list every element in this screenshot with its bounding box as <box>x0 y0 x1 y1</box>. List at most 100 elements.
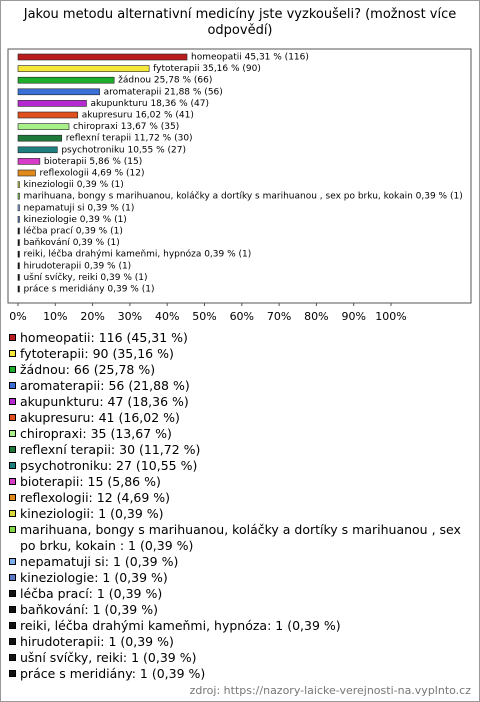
legend-item: akupresuru: 41 (16,02 %) <box>9 410 464 426</box>
legend-swatch <box>9 590 16 597</box>
legend-item: ušní svíčky, reiki: 1 (0,39 %) <box>9 650 464 666</box>
bar <box>17 250 20 258</box>
legend-item: marihuana, bongy s marihuanou, koláčky a… <box>9 522 464 554</box>
bar-label: nepamatuji si 0,39 % (1) <box>23 203 134 213</box>
bar-label: reiki, léčba drahými kameňmi, hypnóza 0,… <box>23 249 251 260</box>
legend-item: psychotroniku: 27 (10,55 %) <box>9 458 464 474</box>
bar <box>17 134 63 142</box>
legend-item: kineziologie: 1 (0,39 %) <box>9 570 464 586</box>
bar-label: reflexní terapii 11,72 % (30) <box>66 134 193 144</box>
bar-label: práce s meridiány 0,39 % (1) <box>23 285 154 295</box>
legend-item: aromaterapii: 56 (21,88 %) <box>9 378 464 394</box>
legend-item: reflexní terapii: 30 (11,72 %) <box>9 442 464 458</box>
legend-label: nepamatuji si: 1 (0,39 %) <box>20 554 179 569</box>
bar-label: chiropraxi 13,67 % (35) <box>73 122 179 132</box>
chart-title: Jakou metodu alternativní medicíny jste … <box>23 7 457 38</box>
bar <box>17 169 36 177</box>
legend: homeopatii: 116 (45,31 %) fytoterapii: 90… <box>9 330 464 682</box>
legend-label: aromaterapii: 56 (21,88 %) <box>20 378 190 393</box>
legend-label: reflexní terapii: 30 (11,72 %) <box>20 442 201 457</box>
bar-label: bioterapii 5,86 % (15) <box>44 157 142 167</box>
bar-label: homeopatii 45,31 % (116) <box>191 53 309 63</box>
x-tick-label: 50% <box>192 310 216 323</box>
legend-swatch <box>9 430 16 437</box>
legend-label: homeopatii: 116 (45,31 %) <box>20 330 188 345</box>
legend-label: chiropraxi: 35 (13,67 %) <box>20 426 172 441</box>
x-tick-label: 70% <box>267 310 291 323</box>
legend-swatch <box>9 654 16 661</box>
legend-item: hirudoterapii: 1 (0,39 %) <box>9 634 464 650</box>
bar-label: kineziologii 0,39 % (1) <box>23 180 123 190</box>
bar <box>17 274 20 281</box>
bar-label: léčba prací 0,39 % (1) <box>23 226 122 237</box>
bar <box>17 227 20 235</box>
legend-label: akupunkturu: 47 (18,36 %) <box>20 394 189 409</box>
legend-label: bioterapii: 15 (5,86 %) <box>20 474 161 489</box>
x-tick-label: 60% <box>230 310 254 323</box>
x-tick-label: 20% <box>80 310 104 323</box>
legend-swatch <box>9 334 16 341</box>
bar <box>17 146 58 154</box>
bar <box>17 192 20 200</box>
bar <box>17 158 41 165</box>
legend-swatch <box>9 574 16 581</box>
legend-item: žádnou: 66 (25,78 %) <box>9 362 464 378</box>
legend-swatch <box>9 446 16 453</box>
legend-label: léčba prací: 1 (0,39 %) <box>20 586 163 601</box>
bar <box>17 100 87 107</box>
bar-label: reflexologii 4,69 % (12) <box>39 169 144 179</box>
legend-label: psychotroniku: 27 (10,55 %) <box>20 458 198 473</box>
legend-label: kineziologie: 1 (0,39 %) <box>20 570 168 585</box>
legend-swatch <box>9 526 16 533</box>
bar-label: akupunkturu 18,36 % (47) <box>90 99 209 109</box>
legend-item: práce s meridiány: 1 (0,39 %) <box>9 666 464 682</box>
legend-label: reflexologii: 12 (4,69 %) <box>20 490 171 505</box>
bar <box>17 204 20 212</box>
legend-item: bioterapii: 15 (5,86 %) <box>9 474 464 490</box>
bar <box>17 285 20 293</box>
legend-item: reiki, léčba drahými kameňmi, hypnóza: 1… <box>9 618 464 634</box>
bar-label: akupresuru 16,02 % (41) <box>82 111 194 121</box>
legend-label: marihuana, bongy s marihuanou, koláčky a… <box>20 522 461 553</box>
legend-item: kineziologii: 1 (0,39 %) <box>9 506 464 522</box>
bar <box>17 65 150 72</box>
x-tick-label: 100% <box>375 310 406 323</box>
legend-swatch <box>9 558 16 565</box>
legend-label: fytoterapii: 90 (35,16 %) <box>20 346 174 361</box>
bar-label: ušní svíčky, reiki 0,39 % (1) <box>23 272 147 283</box>
bar-label: baňkování 0,39 % (1) <box>23 237 119 248</box>
legend-swatch <box>9 382 16 389</box>
legend-item: chiropraxi: 35 (13,67 %) <box>9 426 464 442</box>
legend-label: akupresuru: 41 (16,02 %) <box>20 410 180 425</box>
x-tick-label: 80% <box>304 310 328 323</box>
legend-swatch <box>9 462 16 469</box>
legend-swatch <box>9 670 16 677</box>
bar-label: žádnou 25,78 % (66) <box>118 76 212 86</box>
legend-swatch <box>9 366 16 373</box>
legend-swatch <box>9 638 16 645</box>
legend-item: léčba prací: 1 (0,39 %) <box>9 586 464 602</box>
bar <box>17 111 79 119</box>
legend-swatch <box>9 414 16 421</box>
legend-swatch <box>9 398 16 405</box>
bar-label: aromaterapii 21,88 % (56) <box>104 87 223 97</box>
legend-swatch <box>9 606 16 613</box>
x-tick-label: 90% <box>341 310 365 323</box>
bar <box>17 76 115 84</box>
legend-label: baňkování: 1 (0,39 %) <box>20 602 158 617</box>
legend-label: kineziologii: 1 (0,39 %) <box>20 506 164 521</box>
legend-item: baňkování: 1 (0,39 %) <box>9 602 464 618</box>
bar <box>17 181 20 188</box>
legend-swatch <box>9 622 16 629</box>
bar-label: marihuana, bongy s marihuanou, koláčky a… <box>23 191 462 202</box>
x-tick-label: 40% <box>155 310 179 323</box>
bar <box>17 53 188 61</box>
source: zdroj: https://nazory-laicke-verejnosti-… <box>189 684 471 697</box>
legend-swatch <box>9 350 16 357</box>
bar <box>17 239 20 246</box>
legend-label: ušní svíčky, reiki: 1 (0,39 %) <box>20 650 197 665</box>
legend-item: fytoterapii: 90 (35,16 %) <box>9 346 464 362</box>
legend-label: hirudoterapii: 1 (0,39 %) <box>20 634 174 649</box>
legend-label: práce s meridiány: 1 (0,39 %) <box>20 666 206 681</box>
bar-label: fytoterapii 35,16 % (90) <box>153 64 261 74</box>
